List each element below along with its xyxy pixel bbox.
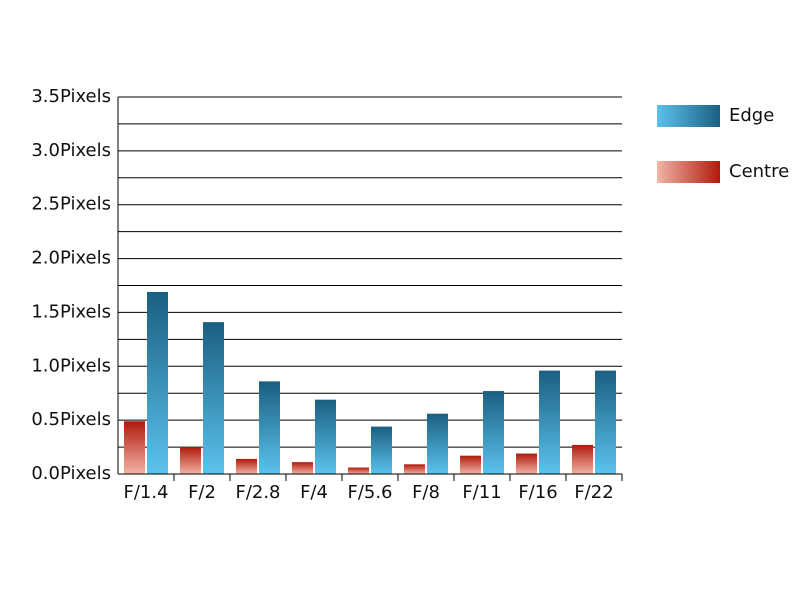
bar	[124, 421, 145, 474]
bar	[516, 453, 537, 474]
legend-label: Centre	[729, 161, 789, 182]
y-tick-label: 2.5Pixels	[31, 194, 111, 215]
legend-swatch	[657, 105, 720, 127]
y-tick-label: 2.0Pixels	[31, 248, 111, 269]
bar	[460, 455, 481, 474]
bar	[348, 467, 369, 474]
bar	[292, 462, 313, 474]
x-tick-label: F/2	[188, 482, 216, 503]
y-tick-label: 1.5Pixels	[31, 301, 111, 322]
y-tick-label: 3.5Pixels	[31, 86, 111, 107]
bar	[259, 381, 280, 474]
bar	[539, 370, 560, 474]
x-tick-label: F/1.4	[123, 482, 168, 503]
x-tick-label: F/11	[462, 482, 501, 503]
bar	[236, 458, 257, 474]
y-tick-label: 0.5Pixels	[31, 409, 111, 430]
bar	[180, 447, 201, 474]
bar	[427, 413, 448, 474]
x-tick-label: F/4	[300, 482, 328, 503]
legend-swatch	[657, 161, 720, 183]
y-tick-label: 3.0Pixels	[31, 140, 111, 161]
bar	[404, 464, 425, 474]
x-tick-label: F/16	[518, 482, 557, 503]
bar	[371, 426, 392, 474]
bar	[203, 322, 224, 474]
bar	[483, 391, 504, 474]
bar	[595, 370, 616, 474]
x-tick-label: F/2.8	[235, 482, 280, 503]
x-tick-label: F/22	[574, 482, 613, 503]
y-tick-label: 1.0Pixels	[31, 355, 111, 376]
bar	[147, 291, 168, 474]
bar	[315, 399, 336, 474]
x-tick-label: F/8	[412, 482, 440, 503]
bar	[572, 444, 593, 474]
y-tick-label: 0.0Pixels	[31, 463, 111, 484]
legend-label: Edge	[729, 105, 774, 126]
x-tick-label: F/5.6	[347, 482, 392, 503]
